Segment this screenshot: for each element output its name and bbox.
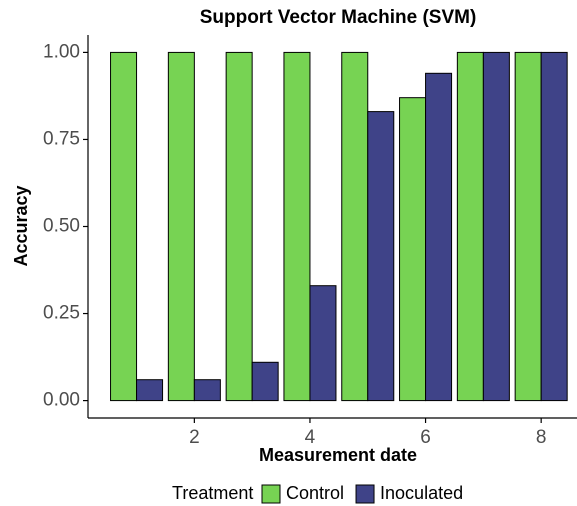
bar [283, 51, 311, 402]
legend-title: Treatment [172, 483, 253, 503]
bar [482, 51, 510, 402]
bar [399, 97, 427, 402]
x-tick-label: 2 [189, 427, 200, 448]
y-tick-label: 0.75 [43, 128, 80, 149]
bar [367, 111, 395, 402]
legend-label: Control [286, 483, 344, 503]
legend-swatch [355, 484, 375, 504]
bar [540, 51, 568, 402]
bar [110, 51, 138, 402]
bar [425, 72, 453, 402]
bar [309, 285, 337, 402]
bar [251, 361, 279, 402]
bar [136, 379, 164, 402]
x-tick-label: 8 [536, 427, 547, 448]
y-tick-label: 0.00 [43, 390, 80, 411]
bar [341, 51, 369, 402]
x-axis-title: Measurement date [259, 445, 417, 465]
bar [225, 51, 253, 402]
x-tick-label: 4 [305, 427, 316, 448]
chart-title: Support Vector Machine (SVM) [200, 7, 477, 28]
bar [193, 379, 221, 402]
y-tick-label: 1.00 [43, 41, 80, 62]
legend-label: Inoculated [380, 483, 463, 503]
y-tick-label: 0.50 [43, 216, 80, 237]
bar [456, 51, 484, 402]
y-tick-label: 0.25 [43, 303, 80, 324]
legend-swatch [261, 484, 281, 504]
bar [167, 51, 195, 402]
y-axis-title: Accuracy [11, 185, 31, 266]
x-tick-label: 6 [420, 427, 431, 448]
bar [514, 51, 542, 402]
